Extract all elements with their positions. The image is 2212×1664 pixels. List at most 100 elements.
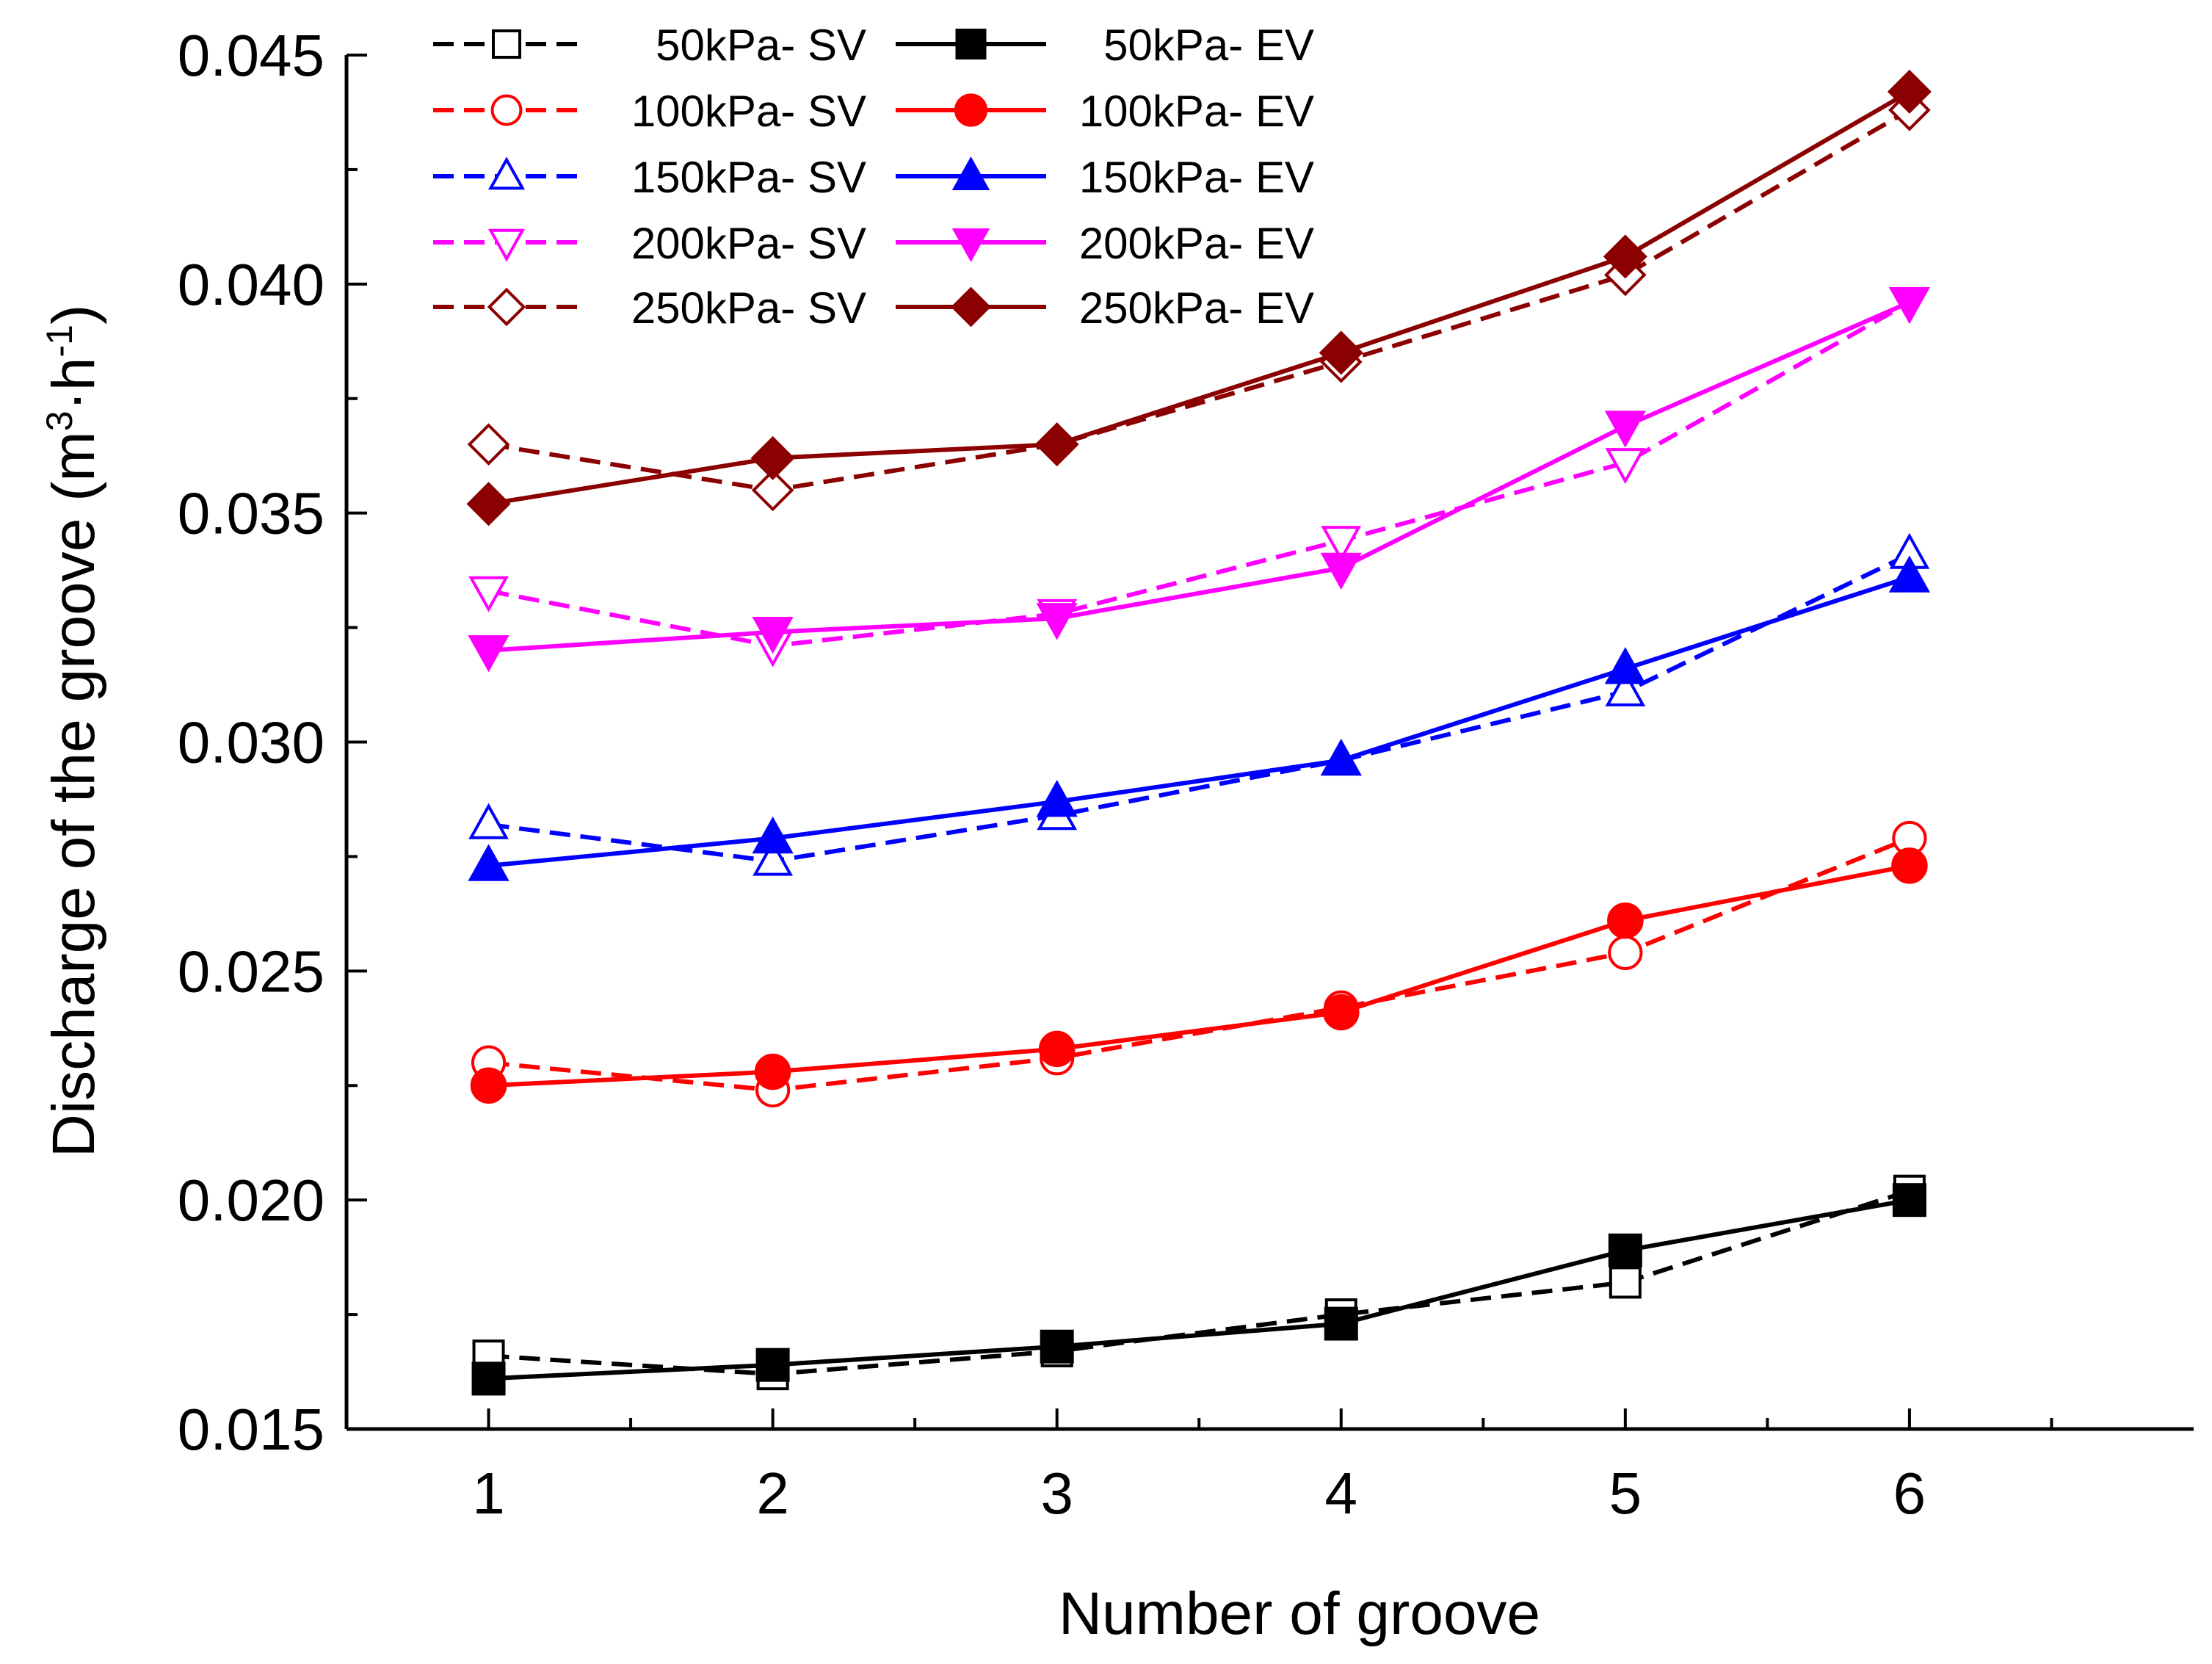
series-100kpa-sv (471, 820, 1927, 1108)
legend-item: 200kPa- SV (433, 219, 866, 268)
point-marker-triangle-up (1605, 670, 1646, 706)
y-tick-label: 0.035 (178, 481, 324, 546)
series-line (488, 1188, 1910, 1377)
legend-label: 50kPa- SV (656, 21, 866, 70)
point-marker-diamond (951, 286, 991, 328)
legend-label: 100kPa- SV (631, 87, 866, 136)
legend-item: 50kPa- EV (896, 21, 1314, 70)
x-tick-label: 1 (472, 1461, 505, 1526)
y-tick-label: 0.020 (178, 1168, 324, 1233)
y-axis-title: Discharge of the groove (m3·h-1) (39, 305, 107, 1158)
point-marker-triangle-down (1604, 410, 1646, 448)
point-marker-square (1608, 1233, 1642, 1267)
y-axis-title-dot: ·h (40, 358, 107, 411)
legend: 50kPa- SV 100kPa- SV 150kPa- SV 200kPa- SV 2… (433, 21, 1314, 333)
series-line (488, 90, 1911, 507)
point-marker-triangle-down (1321, 526, 1362, 562)
series-line (488, 108, 1911, 493)
point-marker-triangle-down (1036, 603, 1078, 640)
point-marker-circle (1608, 935, 1643, 970)
point-marker-square (492, 29, 521, 59)
point-marker-circle (954, 93, 988, 127)
y-axis-title-main: Discharge of the groove (m (40, 431, 107, 1157)
point-marker-diamond (1034, 422, 1079, 467)
point-marker-diamond (466, 482, 511, 527)
point-marker-triangle-up (1888, 555, 1931, 593)
point-marker-triangle-down (1605, 448, 1646, 485)
point-marker-triangle-up (1320, 738, 1362, 776)
point-marker-square (755, 1348, 790, 1382)
series-200kpa-ev (468, 286, 1931, 673)
x-tick-label: 5 (1609, 1461, 1642, 1526)
point-marker-triangle-down (1320, 552, 1362, 590)
series-layer (466, 69, 1932, 1396)
x-tick-label: 6 (1893, 1461, 1926, 1526)
point-marker-triangle-up (752, 816, 794, 854)
x-tick-label: 3 (1040, 1461, 1073, 1526)
point-marker-triangle-up (753, 839, 794, 876)
point-marker-triangle-down (468, 576, 509, 612)
y-tick-label: 0.025 (178, 938, 324, 1004)
point-marker-triangle-up (951, 156, 990, 190)
legend-item: 250kPa- SV (433, 283, 866, 333)
legend-item: 100kPa- SV (433, 87, 866, 136)
series-50kpa-ev (471, 1183, 1926, 1396)
legend-item: 200kPa- EV (896, 219, 1314, 268)
y-tick-label: 0.030 (178, 710, 324, 775)
y-tick-label: 0.045 (178, 23, 324, 88)
point-marker-circle (754, 1053, 791, 1090)
point-marker-circle (1891, 847, 1928, 884)
point-marker-triangle-up (468, 803, 509, 839)
y-axis-title-sup2: -1 (39, 325, 80, 357)
point-marker-circle (1038, 1030, 1076, 1068)
series-line (488, 300, 1911, 653)
x-tick-label: 2 (756, 1461, 789, 1526)
legend-label: 200kPa- SV (631, 219, 866, 268)
y-axis-title-sup1: 3 (39, 410, 80, 431)
point-marker-diamond (487, 287, 526, 327)
point-marker-square (471, 1361, 506, 1396)
y-axis-title-close: ) (40, 305, 107, 325)
y-tick-label: 0.040 (178, 252, 324, 317)
y-tick-label: 0.015 (178, 1397, 324, 1462)
legend-item: 50kPa- SV (433, 21, 866, 70)
legend-label: 250kPa- EV (1079, 283, 1314, 333)
y-ticks: 0.015 0.020 0.025 0.030 0.035 0.040 0.045 (178, 23, 367, 1462)
point-marker-triangle-down (468, 634, 510, 673)
x-ticks: 1 2 3 4 5 6 (472, 1408, 2053, 1526)
series-150kpa-sv (468, 532, 1930, 876)
point-marker-diamond (1319, 330, 1363, 375)
point-marker-triangle-up (468, 844, 510, 881)
series-150kpa-ev (468, 555, 1931, 881)
series-50kpa-sv (472, 1174, 1926, 1391)
point-marker-diamond (750, 435, 795, 480)
series-100kpa-ev (470, 847, 1928, 1104)
legend-label: 150kPa- SV (631, 153, 866, 202)
legend-label: 200kPa- EV (1079, 219, 1314, 268)
legend-label: 150kPa- EV (1079, 153, 1314, 202)
point-marker-triangle-up (1604, 647, 1646, 684)
point-marker-triangle-down (487, 228, 526, 262)
point-marker-triangle-up (487, 156, 526, 190)
point-marker-circle (1607, 902, 1644, 939)
point-marker-square (955, 29, 987, 59)
point-marker-circle (1323, 994, 1360, 1031)
point-marker-circle (490, 94, 523, 126)
point-marker-diamond (1603, 234, 1647, 279)
point-marker-diamond (1887, 69, 1932, 114)
point-marker-square (1040, 1329, 1074, 1364)
point-marker-square (1609, 1266, 1642, 1299)
point-marker-triangle-up (1036, 780, 1078, 817)
legend-item: 100kPa- EV (896, 87, 1314, 136)
series-line (488, 1198, 1910, 1381)
series-line (487, 300, 1911, 648)
series-line (488, 575, 1910, 868)
legend-item: 150kPa- SV (433, 153, 866, 202)
point-marker-triangle-down (951, 228, 990, 263)
point-marker-square (1892, 1183, 1926, 1218)
point-marker-triangle-down (1888, 286, 1931, 325)
series-line (488, 552, 1911, 864)
legend-item: 250kPa- EV (896, 283, 1314, 333)
